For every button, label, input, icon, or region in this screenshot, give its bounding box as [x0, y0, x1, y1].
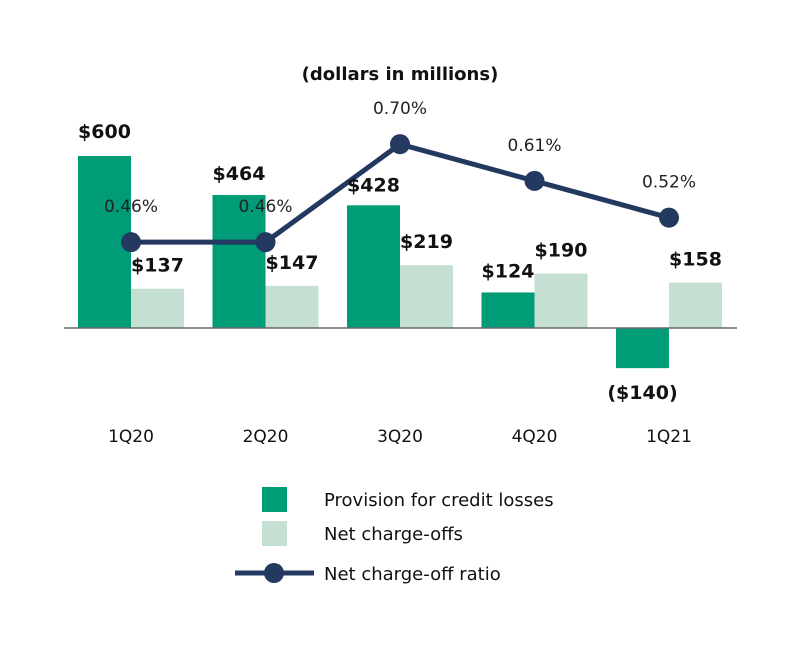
label-net-charge-offs-1q21: $158	[669, 249, 722, 271]
bar-net-charge-offs-3q20	[400, 265, 453, 328]
label-net-charge-offs-4q20: $190	[535, 240, 588, 262]
bar-net-charge-offs-1q20	[131, 288, 184, 328]
legend-swatch-net-charge-offs	[262, 521, 287, 546]
legend-swatch-provision	[262, 487, 287, 512]
label-provision-4q20: $124	[482, 260, 535, 282]
tick-label-1q20: 1Q20	[108, 427, 154, 447]
label-ratio-1q21: 0.52%	[642, 173, 696, 193]
legend-swatch-ratio-marker	[264, 563, 284, 583]
label-ratio-3q20: 0.70%	[373, 99, 427, 119]
ratio-point-1q21	[659, 207, 679, 228]
ratio-line-layer	[121, 134, 679, 253]
label-ratio-2q20: 0.46%	[238, 197, 292, 217]
tick-label-1q21: 1Q21	[646, 427, 692, 447]
legend-label-net-charge-offs: Net charge-offs	[324, 524, 463, 545]
bar-provision-3q20	[347, 205, 400, 328]
label-provision-1q21: ($140)	[607, 382, 677, 404]
tick-label-2q20: 2Q20	[243, 427, 289, 447]
ratio-point-2q20	[255, 232, 276, 253]
labels-layer: $600 $137 $464 $147 $428 $219 $124$190 ($140) $1…	[78, 99, 722, 404]
legend-label-net-charge-off-ratio: Net charge-off ratio	[324, 564, 501, 585]
label-net-charge-offs-2q20: $147	[266, 252, 319, 274]
bar-provision-2q20	[212, 194, 266, 328]
tick-label-4q20: 4Q20	[512, 427, 558, 447]
label-net-charge-offs-3q20: $219	[400, 231, 453, 253]
ratio-point-4q20	[524, 170, 545, 191]
label-provision-1q20: $600	[78, 121, 131, 143]
legend: Provision for credit losses Net charge-o…	[235, 487, 554, 585]
tick-label-3q20: 3Q20	[377, 427, 423, 447]
ratio-point-3q20	[390, 134, 410, 155]
label-provision-2q20: $464	[213, 163, 266, 185]
bar-provision-4q20	[481, 292, 535, 328]
label-ratio-4q20: 0.61%	[507, 136, 561, 156]
ratio-point-1q20	[121, 232, 141, 253]
chart-title: (dollars in millions)	[302, 64, 499, 85]
legend-label-provision: Provision for credit losses	[324, 490, 554, 511]
bar-provision-1q21	[616, 328, 669, 369]
bars-layer	[78, 156, 722, 369]
label-net-charge-offs-1q20: $137	[131, 255, 184, 277]
x-axis-ticks: 1Q20 2Q20 3Q20 4Q20 1Q21	[108, 427, 692, 447]
label-ratio-1q20: 0.46%	[104, 197, 158, 217]
bar-net-charge-offs-1q21	[669, 282, 722, 328]
bar-net-charge-offs-4q20	[534, 273, 588, 328]
bar-net-charge-offs-2q20	[265, 285, 319, 328]
label-provision-3q20: $428	[347, 174, 400, 196]
